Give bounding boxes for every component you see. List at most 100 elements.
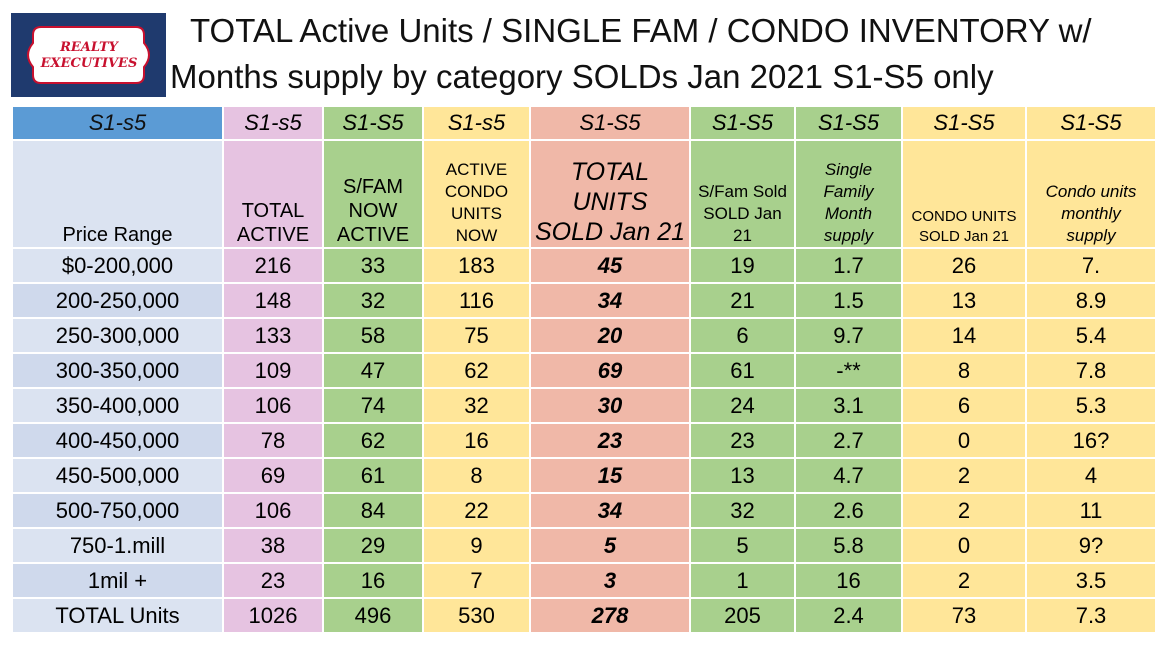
condo-sold-cell: 6	[903, 389, 1025, 422]
condo-supply-cell: 9?	[1027, 529, 1155, 562]
condo-sold-cell: 2	[903, 459, 1025, 492]
sf-supply-cell: 3.1	[796, 389, 901, 422]
column-header-price-range: Price Range	[13, 141, 222, 247]
table-body: $0-200,000 216 33 183 45 19 1.7 26 7. 200-250,000…	[13, 249, 1155, 632]
table-row: 450-500,000 69 61 8 15 13 4.7 2 4	[13, 459, 1155, 492]
sf-supply-cell: -**	[796, 354, 901, 387]
table-row: TOTAL Units 1026 496 530 278 205 2.4 73 7.3	[13, 599, 1155, 632]
table-row: 200-250,000 148 32 116 34 21 1.5 13 8.9	[13, 284, 1155, 317]
column-header-condo-active: ACTIVE CONDO UNITS NOW	[424, 141, 529, 247]
sfam-sold-cell: 24	[691, 389, 794, 422]
sfam-active-cell: 496	[324, 599, 422, 632]
sfam-sold-cell: 1	[691, 564, 794, 597]
total-sold-cell: 23	[531, 424, 689, 457]
sfam-active-cell: 32	[324, 284, 422, 317]
sfam-active-cell: 58	[324, 319, 422, 352]
column-header-condo-supply: Condo units monthly supply	[1027, 141, 1155, 247]
sfam-sold-cell: 6	[691, 319, 794, 352]
condo-supply-cell: 3.5	[1027, 564, 1155, 597]
region-header-condo-active: S1-s5	[424, 107, 529, 139]
condo-supply-cell: 8.9	[1027, 284, 1155, 317]
total-active-cell: 106	[224, 494, 322, 527]
region-header-sfam-sold: S1-S5	[691, 107, 794, 139]
condo-sold-cell: 14	[903, 319, 1025, 352]
condo-active-cell: 116	[424, 284, 529, 317]
total-active-cell: 216	[224, 249, 322, 282]
condo-active-cell: 183	[424, 249, 529, 282]
condo-sold-cell: 13	[903, 284, 1025, 317]
total-active-cell: 38	[224, 529, 322, 562]
price-range-cell: 1mil +	[13, 564, 222, 597]
total-active-cell: 23	[224, 564, 322, 597]
total-sold-cell: 278	[531, 599, 689, 632]
sfam-active-cell: 33	[324, 249, 422, 282]
total-active-cell: 1026	[224, 599, 322, 632]
price-range-cell: $0-200,000	[13, 249, 222, 282]
column-header-sfam-active: S/FAM NOW ACTIVE	[324, 141, 422, 247]
region-header-total-sold: S1-S5	[531, 107, 689, 139]
sf-supply-cell: 2.4	[796, 599, 901, 632]
sfam-sold-cell: 205	[691, 599, 794, 632]
sfam-sold-cell: 61	[691, 354, 794, 387]
sf-supply-cell: 4.7	[796, 459, 901, 492]
column-header-sf-supply: Single Family Month supply	[796, 141, 901, 247]
region-header-price: S1-s5	[13, 107, 222, 139]
condo-sold-cell: 73	[903, 599, 1025, 632]
total-sold-cell: 45	[531, 249, 689, 282]
condo-supply-cell: 11	[1027, 494, 1155, 527]
sfam-sold-cell: 21	[691, 284, 794, 317]
condo-supply-cell: 7.8	[1027, 354, 1155, 387]
price-range-cell: 450-500,000	[13, 459, 222, 492]
condo-supply-cell: 5.4	[1027, 319, 1155, 352]
price-range-cell: 250-300,000	[13, 319, 222, 352]
sf-supply-cell: 1.5	[796, 284, 901, 317]
sfam-active-cell: 16	[324, 564, 422, 597]
price-range-cell: 200-250,000	[13, 284, 222, 317]
sf-supply-cell: 5.8	[796, 529, 901, 562]
total-active-cell: 78	[224, 424, 322, 457]
column-header-sfam-sold: S/Fam Sold SOLD Jan 21	[691, 141, 794, 247]
condo-active-cell: 32	[424, 389, 529, 422]
sfam-sold-cell: 13	[691, 459, 794, 492]
region-header-condo-supply: S1-S5	[1027, 107, 1155, 139]
table-row: 400-450,000 78 62 16 23 23 2.7 0 16?	[13, 424, 1155, 457]
table-row: 500-750,000 106 84 22 34 32 2.6 2 11	[13, 494, 1155, 527]
condo-sold-cell: 0	[903, 424, 1025, 457]
table-row: $0-200,000 216 33 183 45 19 1.7 26 7.	[13, 249, 1155, 282]
condo-active-cell: 75	[424, 319, 529, 352]
total-sold-cell: 20	[531, 319, 689, 352]
condo-sold-cell: 0	[903, 529, 1025, 562]
total-sold-cell: 5	[531, 529, 689, 562]
condo-sold-cell: 8	[903, 354, 1025, 387]
sfam-sold-cell: 23	[691, 424, 794, 457]
table-row: 250-300,000 133 58 75 20 6 9.7 14 5.4	[13, 319, 1155, 352]
total-active-cell: 148	[224, 284, 322, 317]
sf-supply-cell: 1.7	[796, 249, 901, 282]
total-sold-cell: 15	[531, 459, 689, 492]
condo-active-cell: 7	[424, 564, 529, 597]
condo-active-cell: 8	[424, 459, 529, 492]
sfam-sold-cell: 32	[691, 494, 794, 527]
condo-supply-cell: 5.3	[1027, 389, 1155, 422]
price-range-cell: 350-400,000	[13, 389, 222, 422]
total-active-cell: 106	[224, 389, 322, 422]
total-active-cell: 69	[224, 459, 322, 492]
sfam-active-cell: 84	[324, 494, 422, 527]
sfam-active-cell: 47	[324, 354, 422, 387]
total-active-cell: 109	[224, 354, 322, 387]
total-sold-cell: 3	[531, 564, 689, 597]
region-header-total-active: S1-s5	[224, 107, 322, 139]
table-row: 350-400,000 106 74 32 30 24 3.1 6 5.3	[13, 389, 1155, 422]
column-header-total-active: TOTAL ACTIVE	[224, 141, 322, 247]
condo-active-cell: 16	[424, 424, 529, 457]
condo-supply-cell: 7.	[1027, 249, 1155, 282]
price-range-cell: 400-450,000	[13, 424, 222, 457]
table-row: 1mil +23 16 7 3 1 16 2 3.5	[13, 564, 1155, 597]
total-sold-cell: 30	[531, 389, 689, 422]
sfam-sold-cell: 5	[691, 529, 794, 562]
condo-sold-cell: 2	[903, 494, 1025, 527]
title-line-2: Months supply by category SOLDs Jan 2021…	[170, 58, 994, 95]
condo-sold-cell: 2	[903, 564, 1025, 597]
price-range-cell: 750-1.mill	[13, 529, 222, 562]
total-sold-cell: 34	[531, 284, 689, 317]
